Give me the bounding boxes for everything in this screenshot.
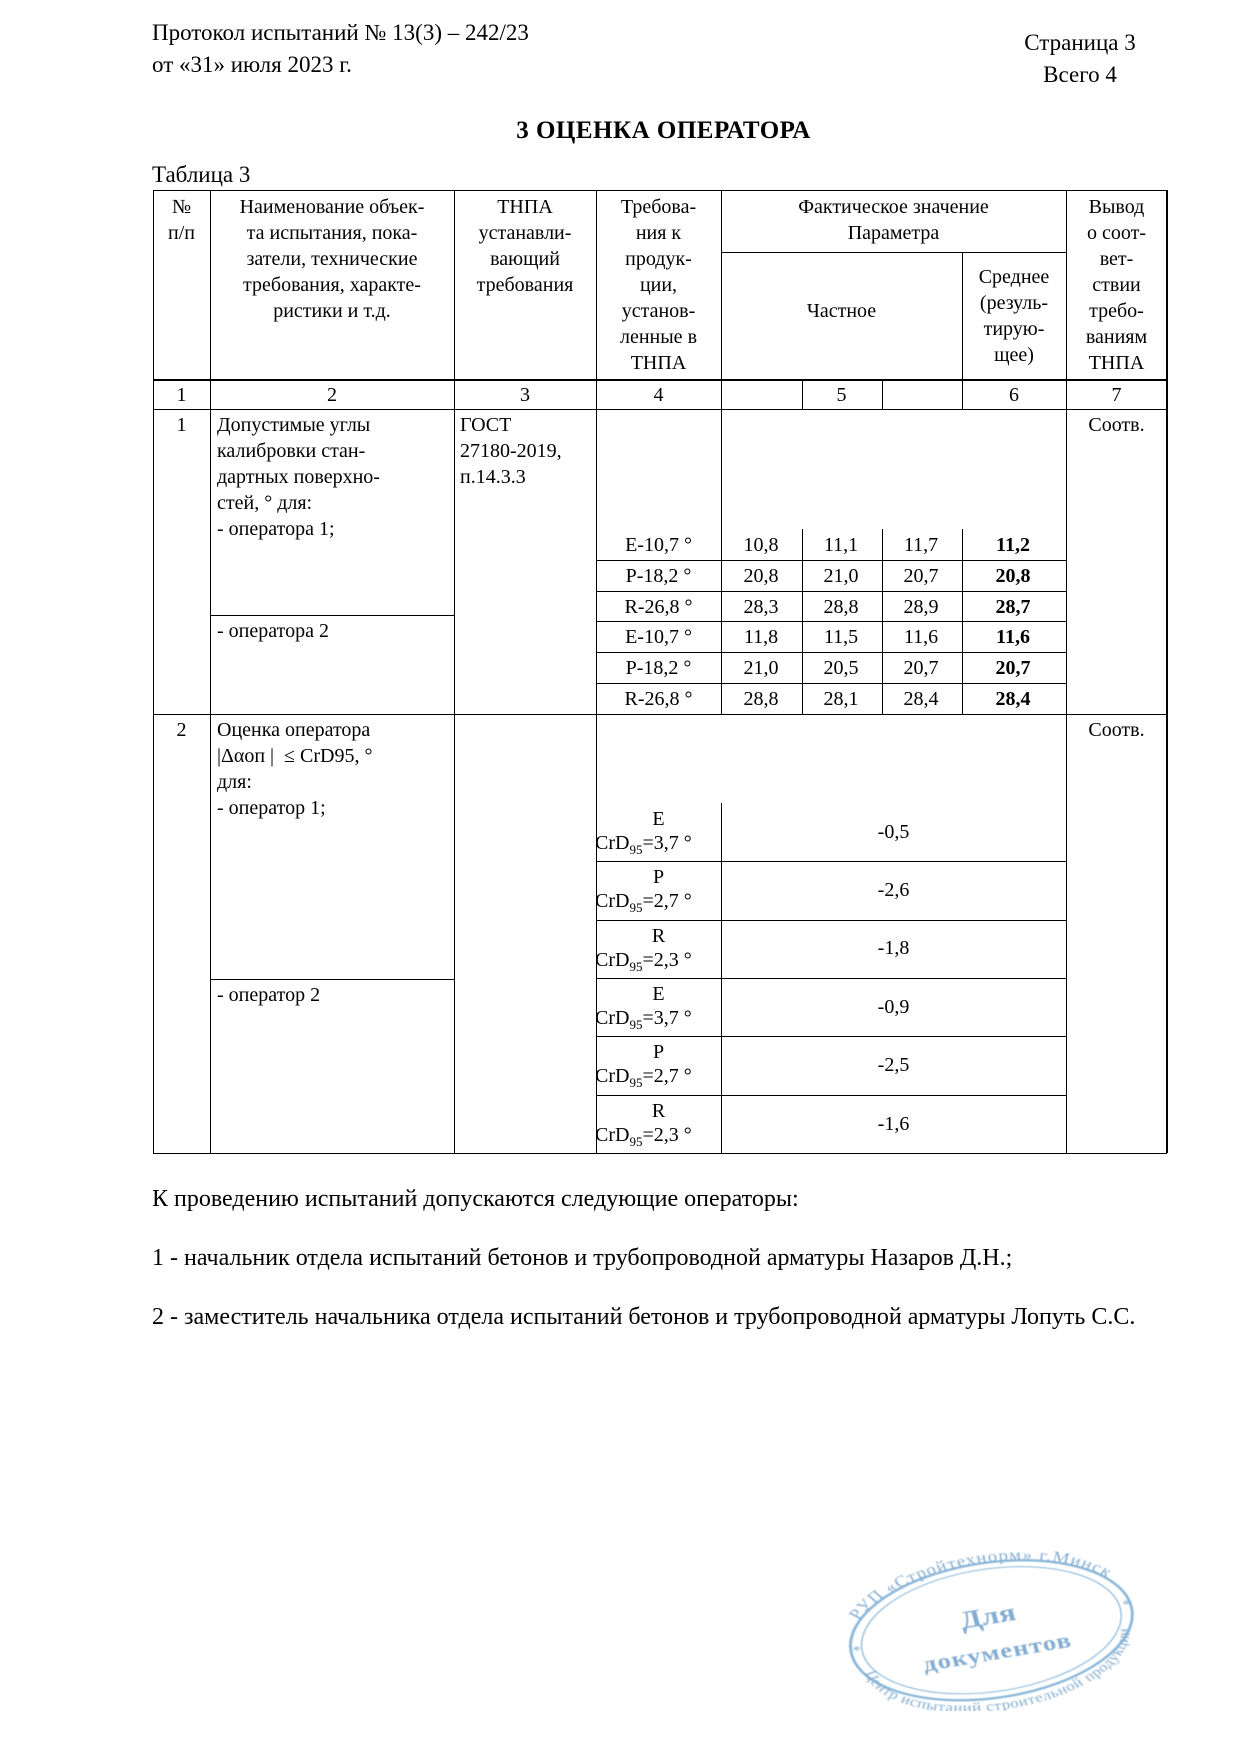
svg-text:Для: Для	[957, 1599, 1019, 1635]
svg-text:документов: документов	[920, 1628, 1075, 1677]
svg-text:Центр испытаний строительной п: Центр испытаний строительной продукции	[859, 1625, 1149, 1711]
svg-text:*: *	[1121, 1597, 1133, 1613]
